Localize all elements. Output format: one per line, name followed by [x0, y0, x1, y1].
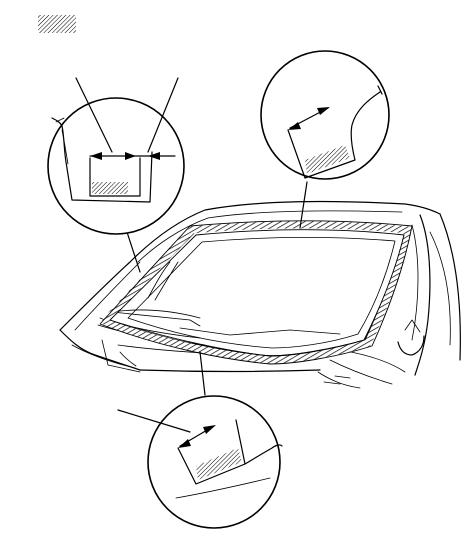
- leader-line-bottom: [199, 351, 206, 396]
- hatched-area-legend-icon: [38, 15, 76, 33]
- leader-line-left: [126, 231, 141, 273]
- car-body: [59, 200, 461, 389]
- leader-lines: [126, 181, 308, 396]
- leader-line-top: [299, 181, 308, 229]
- detail-view-bottom: [117, 395, 283, 529]
- adhesive-bead-band: [99, 220, 413, 365]
- detail-view-top-right: [260, 50, 390, 180]
- detail-view-left: [47, 77, 185, 235]
